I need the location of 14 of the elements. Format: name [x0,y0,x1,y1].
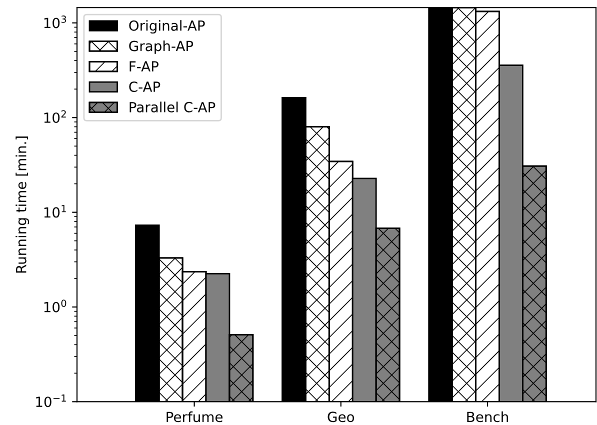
x-tick-label: Perfume [166,411,222,422]
y-tick-label: 10$^{0}$ [44,300,66,312]
legend-label: Original-AP [129,20,205,34]
x-tick-label: Geo [328,412,354,422]
legend-label: C-AP [129,82,160,92]
y-axis-title: Running time [min.] [16,136,30,273]
y-tick-label: 10$^{3}$ [44,16,66,28]
y-tick-label: 10$^{1}$ [44,205,66,218]
y-tick-label: 10$^{2}$ [44,110,66,123]
y-tick-label: 10$^{−1}$ [36,394,66,408]
legend-label: Graph-AP [129,40,194,54]
x-tick-label: Bench [467,411,508,422]
legend-label: Parallel C-AP [130,102,216,112]
legend-label: F-AP [130,61,158,72]
